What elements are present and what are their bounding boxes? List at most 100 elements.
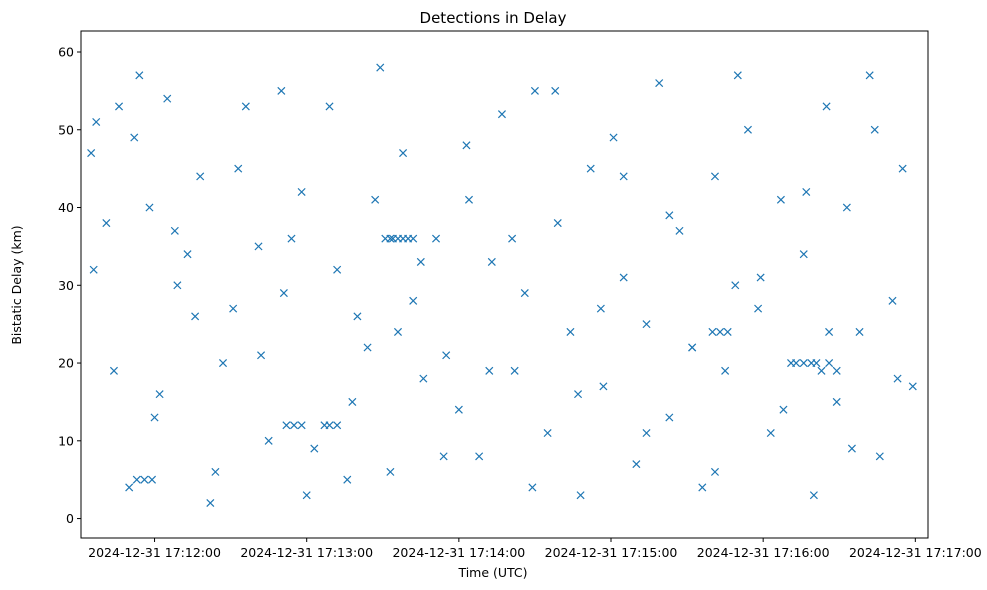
data-point [140, 475, 149, 484]
data-point [756, 273, 765, 282]
x-tick-label: 2024-12-31 17:13:00 [240, 545, 373, 560]
data-point [282, 421, 291, 430]
data-point [485, 366, 494, 375]
data-point [206, 498, 215, 508]
data-point [125, 483, 134, 492]
data-point [553, 219, 562, 228]
data-point [409, 234, 418, 243]
data-point [733, 71, 742, 80]
data-point [432, 234, 441, 243]
data-point [130, 133, 139, 142]
data-points [87, 63, 917, 508]
data-point [155, 390, 164, 399]
data-point [333, 421, 342, 430]
data-point [191, 312, 200, 321]
x-axis-label: Time (UTC) [457, 565, 527, 580]
data-point [609, 133, 618, 142]
data-point [277, 86, 286, 95]
data-point [665, 211, 674, 220]
data-point [102, 219, 111, 228]
data-point [642, 428, 651, 438]
y-tick-label: 10 [58, 433, 74, 448]
data-point [145, 203, 154, 212]
data-point [289, 421, 299, 430]
data-point [409, 296, 418, 305]
data-point [723, 327, 732, 336]
data-point [619, 273, 628, 282]
data-point [528, 483, 537, 492]
data-point [150, 413, 159, 422]
data-point [218, 359, 228, 368]
y-tick-label: 60 [58, 44, 74, 59]
data-point [439, 452, 448, 461]
data-point [348, 397, 357, 406]
data-point [566, 327, 575, 336]
y-axis-label: Bistatic Delay (km) [9, 225, 24, 344]
data-point [865, 71, 874, 80]
data-point [855, 327, 864, 336]
x-tick-label: 2024-12-31 17:17:00 [849, 545, 982, 560]
data-point [297, 187, 306, 196]
data-point [89, 265, 98, 274]
data-point [842, 203, 851, 212]
x-tick-label: 2024-12-31 17:12:00 [88, 545, 221, 560]
data-point [599, 382, 608, 391]
data-point [173, 281, 182, 290]
data-point [530, 86, 539, 95]
data-point [454, 405, 463, 414]
x-tick-label: 2024-12-31 17:14:00 [392, 545, 525, 560]
data-point [416, 257, 425, 266]
data-point [254, 242, 263, 251]
data-point [799, 250, 808, 259]
data-point [442, 351, 451, 360]
data-point [766, 428, 775, 438]
data-point [183, 250, 192, 259]
data-point [688, 343, 697, 352]
data-point [333, 265, 342, 274]
data-point [825, 359, 834, 368]
data-point [655, 79, 664, 88]
data-point [132, 475, 141, 484]
data-point [510, 366, 519, 375]
data-point [310, 444, 319, 453]
data-point [287, 234, 296, 243]
data-point [92, 117, 101, 127]
data-point [87, 149, 96, 158]
data-point [708, 327, 717, 336]
y-tick-label: 40 [58, 200, 74, 215]
data-point [363, 343, 372, 352]
data-point [632, 460, 641, 469]
data-point [574, 390, 583, 399]
data-point [731, 281, 740, 290]
data-point [809, 491, 818, 500]
data-point [812, 359, 821, 368]
x-tick-label: 2024-12-31 17:16:00 [697, 545, 830, 560]
data-point [487, 257, 496, 266]
y-tick-label: 50 [58, 122, 74, 137]
data-point [802, 187, 811, 196]
data-point [241, 102, 250, 111]
data-point [710, 467, 720, 476]
data-point [497, 110, 506, 119]
data-point [743, 125, 752, 134]
data-point [163, 94, 172, 103]
data-point [211, 467, 220, 476]
data-point [665, 413, 674, 422]
data-point [698, 483, 707, 492]
data-point [464, 195, 474, 204]
y-axis: 0 10 20 30 40 50 60 [58, 44, 81, 526]
data-point [419, 374, 428, 383]
data-point [399, 149, 408, 158]
data-point [721, 366, 730, 375]
data-point [115, 102, 124, 111]
data-point [257, 351, 266, 360]
data-point [551, 86, 560, 95]
data-point [675, 226, 684, 235]
data-point [381, 234, 390, 243]
data-point [196, 172, 205, 181]
data-point [576, 491, 585, 500]
data-point [229, 304, 238, 313]
data-point [716, 327, 725, 336]
data-point [776, 195, 785, 204]
data-point [325, 421, 334, 430]
